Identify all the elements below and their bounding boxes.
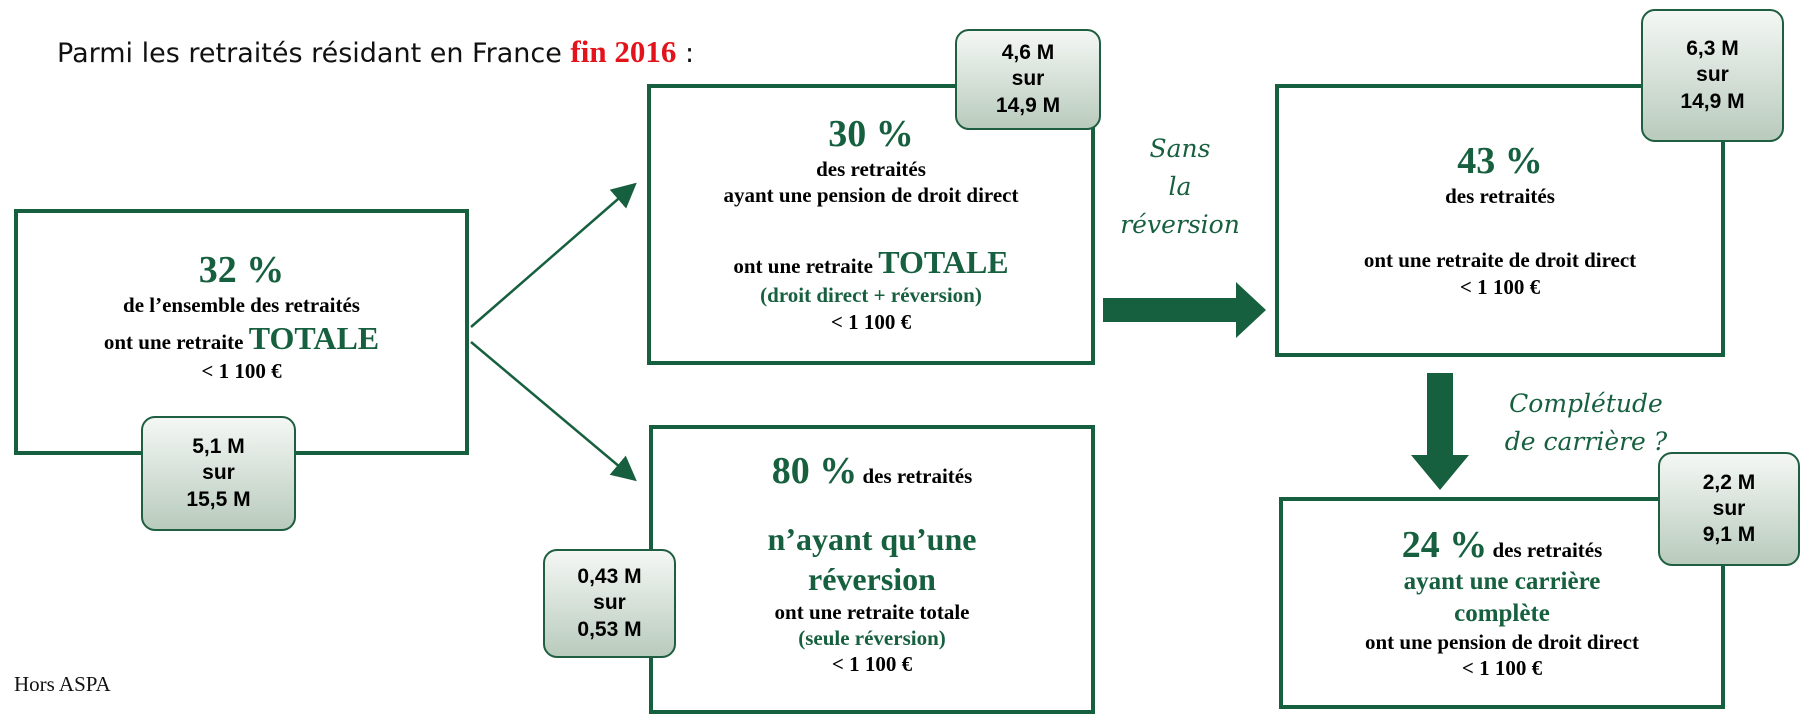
- text: ont une retraite: [103, 329, 244, 354]
- text: ont une retraite de droit direct: [1363, 248, 1637, 273]
- text: ont une retraite: [733, 254, 873, 279]
- label-line: Sans: [1149, 134, 1211, 163]
- title-suffix: :: [684, 38, 695, 69]
- base: 15,5 M: [186, 487, 251, 511]
- percent: 24 %: [1401, 523, 1488, 566]
- sur: sur: [1011, 67, 1045, 91]
- detail: (seule réversion): [798, 626, 946, 651]
- emphasis: TOTALE: [878, 244, 1009, 281]
- count: 5,1 M: [192, 435, 245, 459]
- label-line: de carrière ?: [1504, 427, 1668, 456]
- thick-arrow: [1103, 282, 1266, 338]
- base: 14,9 M: [995, 93, 1061, 117]
- text: de l’ensemble des retraités: [123, 292, 360, 317]
- count: 0,43 M: [577, 565, 642, 589]
- text: des retraités: [862, 464, 973, 488]
- count: 6,3 M: [1686, 37, 1739, 61]
- sur: sur: [1712, 496, 1746, 520]
- footnote: Hors ASPA: [14, 672, 111, 696]
- text: des retraités: [1492, 537, 1603, 562]
- emphasis: ayant une carrière: [1403, 568, 1601, 596]
- threshold: < 1 100 €: [830, 309, 912, 334]
- label-career: Complétude de carrière ?: [1486, 385, 1686, 461]
- emphasis: n’ayant qu’une: [767, 520, 977, 557]
- sur: sur: [1696, 63, 1729, 87]
- label-without: Sans la réversion: [1110, 130, 1250, 244]
- text: des retraités: [816, 156, 926, 181]
- base: 0,53 M: [577, 617, 642, 641]
- label-line: la: [1168, 172, 1192, 201]
- count: 4,6 M: [1001, 41, 1055, 65]
- percent: 43 %: [1457, 140, 1543, 183]
- title-text: Parmi les retraités résidant en France: [57, 38, 562, 69]
- text: ayant une pension de droit direct: [723, 183, 1019, 208]
- emphasis: complète: [1454, 599, 1550, 627]
- text: ont une retraite totale: [774, 599, 970, 624]
- title: Parmi les retraités résidant en France f…: [57, 34, 694, 70]
- box-career: 24 % des retraités ayant une carrière co…: [1279, 497, 1725, 709]
- emphasis: TOTALE: [248, 319, 380, 356]
- box-total: 32 % de l’ensemble des retraités ont une…: [14, 209, 469, 455]
- text: ont une pension de droit direct: [1364, 629, 1639, 654]
- title-highlight: fin 2016: [570, 34, 677, 69]
- thick-arrow: [1411, 373, 1469, 490]
- label-line: Complétude: [1509, 389, 1663, 418]
- box-direct: 30 % des retraités ayant une pension de …: [647, 84, 1095, 365]
- threshold: < 1 100 €: [1461, 656, 1543, 681]
- percent: 30 %: [828, 113, 914, 156]
- threshold: < 1 100 €: [831, 652, 913, 677]
- text: des retraités: [1445, 184, 1555, 209]
- emphasis: réversion: [808, 560, 936, 597]
- base: 14,9 M: [1680, 89, 1745, 113]
- sur: sur: [593, 591, 626, 615]
- percent: 80 %: [771, 450, 858, 492]
- base: 9,1 M: [1702, 523, 1756, 547]
- detail: (droit direct + réversion): [760, 283, 982, 308]
- arrow: [470, 341, 637, 482]
- box-reversion: 80 % des retraités n’ayant qu’une révers…: [649, 425, 1095, 714]
- percent: 32 %: [198, 248, 285, 291]
- threshold: < 1 100 €: [1459, 274, 1541, 299]
- sur: sur: [202, 461, 235, 485]
- threshold: < 1 100 €: [201, 358, 282, 383]
- arrow: [470, 182, 637, 328]
- box-without: 43 % des retraités ont une retraite de d…: [1275, 84, 1725, 357]
- count: 2,2 M: [1702, 470, 1756, 494]
- label-line: réversion: [1120, 210, 1240, 239]
